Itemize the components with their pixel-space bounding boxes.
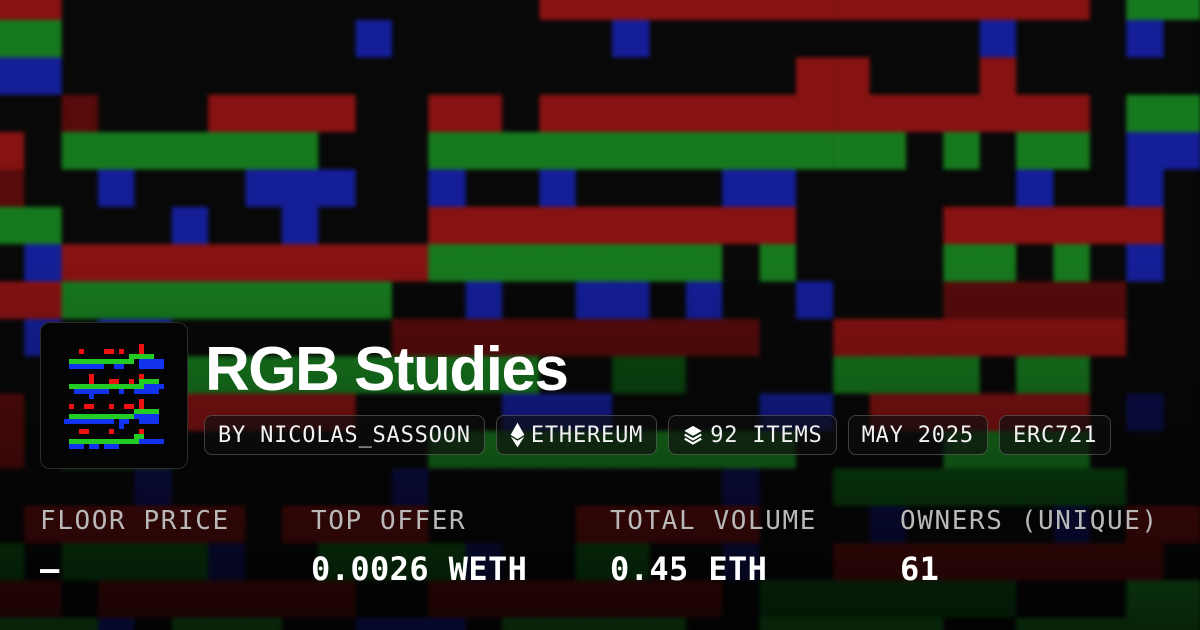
badge-items-label: 92 ITEMS bbox=[710, 422, 823, 448]
stat-total-volume-value: 0.45 ETH bbox=[610, 550, 768, 588]
stat-floor-price-label: FLOOR PRICE bbox=[40, 506, 230, 536]
stat-owners-label: OWNERS (UNIQUE) bbox=[900, 506, 1159, 536]
badge-chain-label: ETHEREUM bbox=[530, 422, 644, 448]
ethereum-icon bbox=[510, 422, 525, 448]
badge-standard[interactable]: ERC721 bbox=[998, 415, 1112, 455]
badge-artist-label: BY NICOLAS_SASSOON bbox=[218, 422, 471, 448]
badge-artist[interactable]: BY NICOLAS_SASSOON bbox=[204, 415, 485, 455]
stat-owners-value: 61 bbox=[900, 550, 940, 588]
badge-date[interactable]: MAY 2025 bbox=[847, 415, 988, 455]
layers-icon bbox=[682, 424, 704, 446]
stat-owners: OWNERS (UNIQUE) 61 bbox=[900, 506, 1159, 586]
badge-row: BY NICOLAS_SASSOON ETHEREUM 92 ITEMS bbox=[204, 415, 1112, 455]
stat-total-volume-label: TOTAL VOLUME bbox=[610, 506, 818, 536]
stat-top-offer-value: 0.0026 WETH bbox=[311, 550, 528, 588]
badge-standard-label: ERC721 bbox=[1012, 422, 1098, 448]
stat-top-offer: TOP OFFER 0.0026 WETH bbox=[311, 506, 527, 586]
stat-total-volume: TOTAL VOLUME 0.45 ETH bbox=[610, 506, 818, 586]
page-title: RGB Studies bbox=[205, 335, 569, 404]
badge-chain[interactable]: ETHEREUM bbox=[495, 415, 658, 455]
stat-floor-price: FLOOR PRICE — bbox=[40, 506, 230, 586]
stat-top-offer-label: TOP OFFER bbox=[311, 506, 467, 536]
avatar-pixel-art bbox=[59, 339, 171, 451]
stat-floor-price-value: — bbox=[40, 550, 60, 588]
badge-items[interactable]: 92 ITEMS bbox=[668, 415, 837, 455]
collection-avatar bbox=[40, 322, 188, 469]
badge-date-label: MAY 2025 bbox=[861, 422, 974, 448]
